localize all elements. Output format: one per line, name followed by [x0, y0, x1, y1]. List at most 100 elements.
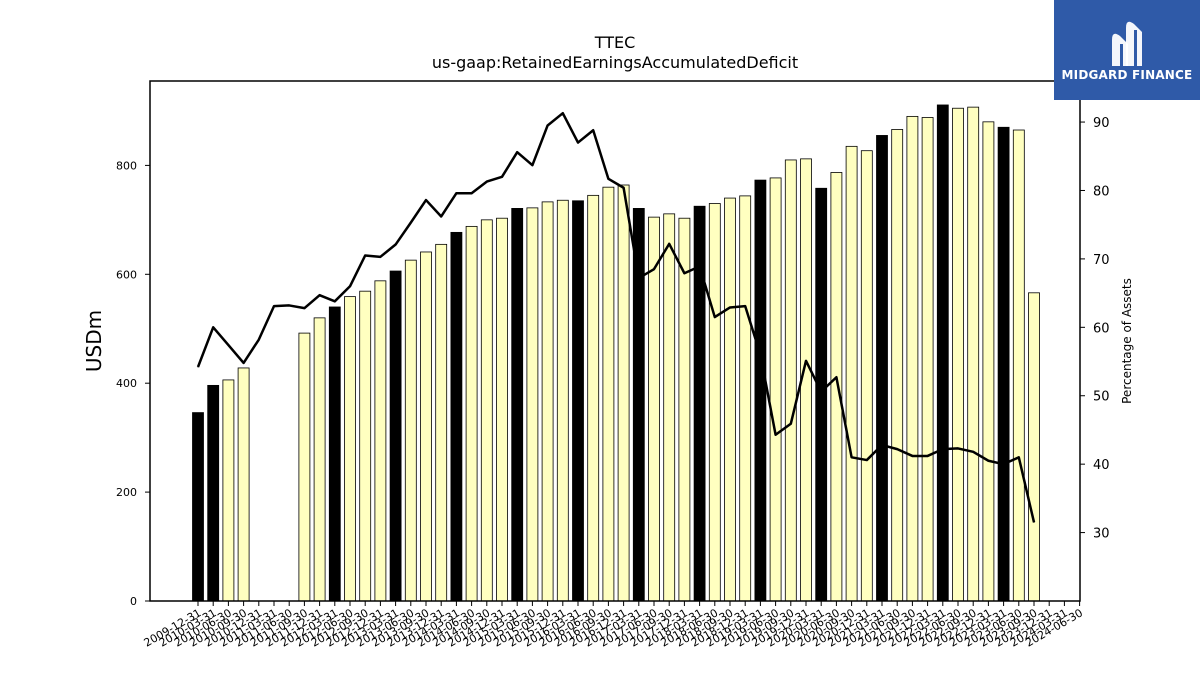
bar-41	[815, 187, 828, 602]
line-point-45	[881, 444, 883, 446]
bar-32	[678, 217, 691, 602]
line-point-11	[364, 254, 366, 256]
line-point-4	[258, 339, 260, 341]
bar-29	[632, 208, 645, 602]
line-point-41	[820, 391, 822, 393]
bar-36	[739, 195, 752, 602]
bar-27	[602, 186, 615, 602]
line-point-48	[927, 455, 929, 457]
line-point-12	[379, 256, 381, 258]
line-point-46	[896, 448, 898, 450]
line-point-3	[243, 362, 245, 364]
bar-1	[207, 384, 220, 602]
line-point-24	[562, 112, 564, 114]
line-point-2	[227, 344, 229, 346]
bar-26	[587, 194, 600, 602]
line-point-42	[835, 376, 837, 378]
line-point-28	[623, 187, 625, 189]
line-point-38	[775, 434, 777, 436]
line-point-43	[851, 456, 853, 458]
bar-3	[237, 367, 250, 602]
bar-10	[344, 296, 356, 602]
line-point-49	[942, 448, 944, 450]
y2-axis-label: Percentage of Assets	[1120, 278, 1134, 404]
chart-subtitle: us-gaap:RetainedEarningsAccumulatedDefic…	[432, 53, 798, 72]
bar-31	[663, 213, 676, 602]
bar-25	[572, 200, 584, 602]
bar-35	[724, 197, 736, 602]
line-point-37	[759, 354, 761, 356]
bar-9	[328, 306, 341, 602]
line-point-53	[1003, 463, 1005, 465]
y2-tick-label-1: 40	[1093, 458, 1110, 473]
line-point-39	[790, 423, 792, 425]
bar-0	[192, 412, 204, 602]
line-series	[196, 111, 1036, 523]
bar-8	[313, 317, 326, 602]
line-point-30	[653, 268, 655, 270]
line-point-5	[273, 305, 275, 307]
line-point-26	[592, 129, 594, 131]
line-point-18	[471, 192, 473, 194]
bar-21	[511, 208, 524, 602]
plot-frame	[149, 80, 1081, 602]
line-point-23	[547, 124, 549, 126]
y2-tick-label-0: 30	[1093, 527, 1110, 542]
line-point-20	[501, 176, 503, 178]
bar-48	[921, 117, 934, 602]
bar-55	[1028, 292, 1040, 602]
y-tick-label-3: 600	[116, 268, 137, 281]
line-point-16	[440, 215, 442, 217]
bar-15	[420, 251, 432, 602]
line-point-31	[668, 243, 670, 245]
bar-23	[541, 201, 554, 602]
line-point-8	[319, 294, 321, 296]
bar-43	[845, 145, 858, 602]
bar-17	[450, 231, 463, 602]
line-point-51	[972, 451, 974, 453]
bar-series	[192, 104, 1040, 602]
bar-24	[556, 199, 569, 602]
bar-47	[906, 115, 919, 602]
line-point-50	[957, 447, 959, 449]
midgard-finance-logo: MIDGARD FINANCE	[1054, 0, 1200, 100]
bar-38	[769, 177, 782, 602]
bar-16	[435, 243, 448, 602]
chart-title: TTEC	[594, 33, 636, 52]
bar-2	[222, 379, 235, 602]
line-point-13	[395, 244, 397, 246]
bar-11	[359, 290, 372, 602]
line-point-36	[744, 305, 746, 307]
y2-tick-label-2: 50	[1093, 390, 1110, 405]
line-point-33	[699, 265, 701, 267]
y-tick-label-4: 800	[116, 159, 137, 172]
bar-20	[496, 217, 508, 602]
line-point-32	[683, 272, 685, 274]
line-point-21	[516, 151, 518, 153]
bar-52	[982, 121, 995, 602]
bar-53	[997, 126, 1010, 602]
line-point-17	[455, 192, 457, 194]
line-point-34	[714, 316, 716, 318]
y-axis-label: USDm	[82, 310, 106, 372]
line-point-29	[638, 277, 640, 279]
line-point-6	[288, 304, 290, 306]
line-point-47	[911, 455, 913, 457]
bar-30	[648, 216, 660, 602]
line-point-25	[577, 142, 579, 144]
bar-51	[967, 106, 980, 602]
line-point-52	[987, 460, 989, 462]
line-point-40	[805, 360, 807, 362]
line-point-22	[531, 164, 533, 166]
y-tick-label-2: 400	[116, 377, 137, 390]
line-point-44	[866, 459, 868, 461]
y2-tick-label-3: 60	[1093, 321, 1110, 336]
bar-34	[708, 203, 721, 602]
bar-49	[936, 104, 949, 602]
y2-tick-label-5: 80	[1093, 184, 1110, 199]
bar-13	[389, 270, 402, 602]
bar-50	[952, 107, 964, 602]
bar-12	[374, 280, 387, 602]
bar-7	[298, 332, 311, 602]
